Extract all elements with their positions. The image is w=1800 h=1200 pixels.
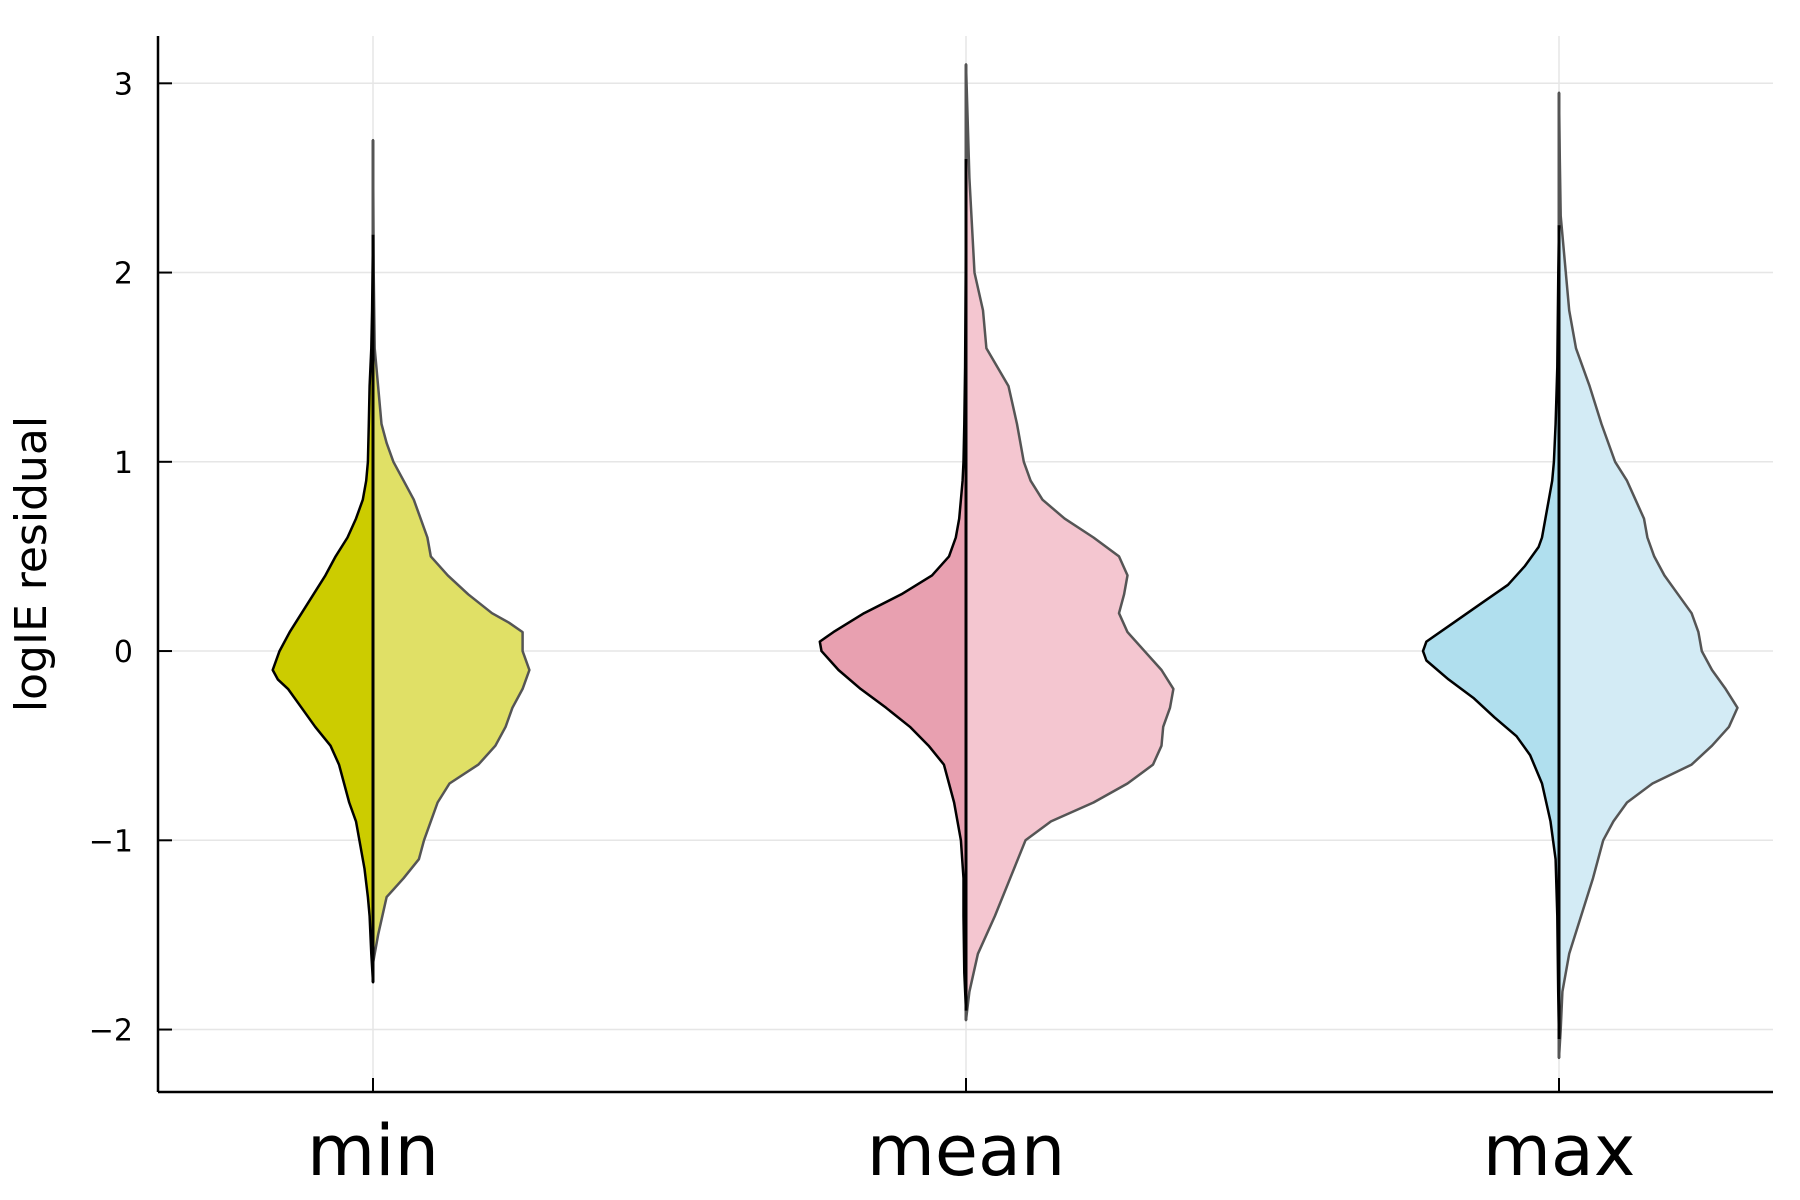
violin-mean-right-half — [964, 63, 1175, 1022]
violin-mean-left-half — [818, 157, 968, 1012]
x-tick-label-max: max — [1483, 1110, 1636, 1192]
violin-min-left-half — [271, 233, 375, 984]
violin-max-left-half — [1421, 223, 1561, 1041]
x-tick-label-min: min — [307, 1110, 439, 1192]
violin-max-right-half — [1557, 91, 1739, 1060]
y-axis-title: logIE residual — [6, 416, 57, 712]
violin-max — [1421, 91, 1739, 1060]
violins — [271, 63, 1739, 1060]
violin-min — [271, 138, 531, 984]
y-tick-label: 0 — [114, 635, 133, 670]
y-tick-label: 2 — [114, 257, 133, 292]
violin-mean — [818, 63, 1175, 1022]
y-tick-label: 1 — [114, 446, 133, 481]
x-tick-label-mean: mean — [867, 1110, 1066, 1192]
tick-labels: −2 −1 0 1 2 3 min mean max — [89, 67, 1635, 1192]
y-tick-label: 3 — [114, 67, 133, 102]
axes — [156, 36, 1773, 1094]
violin-min-right-half — [371, 138, 531, 965]
y-tick-label: −2 — [89, 1014, 133, 1049]
y-tick-label: −1 — [89, 824, 133, 859]
